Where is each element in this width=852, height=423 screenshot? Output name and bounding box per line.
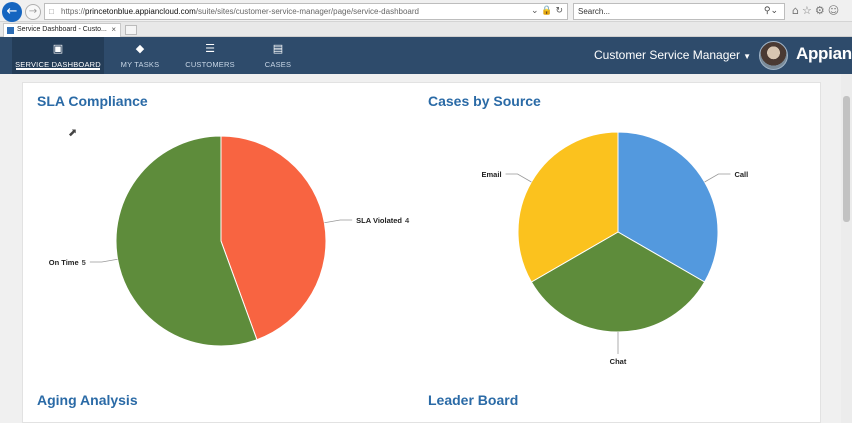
tab-label: MY TASKS	[120, 60, 160, 69]
list-icon: ☰	[205, 42, 215, 55]
sla-compliance-title: SLA Compliance	[37, 93, 148, 109]
pie-label-chat: Chat	[610, 357, 627, 366]
sla-compliance-pie-chart: SLA Violated 4 On Time 5	[49, 135, 410, 347]
appian-logo: Appian	[796, 44, 852, 63]
scrollbar[interactable]	[841, 74, 852, 423]
scrollbar-thumb[interactable]	[843, 96, 850, 222]
tab-title: Service Dashboard - Custo...	[17, 26, 107, 33]
new-tab-button[interactable]	[125, 25, 137, 35]
pie-leader-line	[505, 173, 532, 183]
bar-chart-icon: ▣	[52, 42, 64, 55]
tab-label: CUSTOMERS	[185, 60, 235, 69]
pie-slice-email[interactable]	[517, 131, 619, 283]
tab-label: SERVICE DASHBOARD	[15, 60, 101, 69]
url-controls: ⌄ 🔒 ↻	[531, 4, 563, 19]
forward-button[interactable]: →	[25, 4, 41, 20]
page-icon: □	[49, 7, 54, 16]
leader-board-title: Leader Board	[428, 392, 519, 408]
pie-label-sla-violated: SLA Violated 4	[356, 216, 410, 225]
browser-tab[interactable]: Service Dashboard - Custo... ×	[3, 23, 121, 37]
browser-toolbar: ← → □ https://princetonblue.appiancloud.c…	[0, 0, 852, 22]
browser-tab-strip: Service Dashboard - Custo... ×	[0, 22, 852, 37]
avatar[interactable]	[759, 41, 788, 70]
cases-by-source-pie-chart: Call Chat Email	[482, 131, 748, 366]
url-host: princetonblue.appiancloud.com	[85, 7, 196, 16]
pie-slice-on-time[interactable]	[115, 135, 258, 347]
pie-label-on-time: On Time 5	[49, 258, 86, 267]
tab-my-tasks[interactable]: ◆ MY TASKS	[111, 37, 169, 74]
refresh-icon[interactable]: ↻	[555, 6, 563, 16]
chevron-down-icon: ▼	[743, 52, 751, 61]
pie-label-email: Email	[482, 170, 502, 179]
pie-leader-line	[704, 173, 731, 183]
smiley-icon[interactable]: ☺	[827, 4, 843, 17]
pie-slice-sla-violated[interactable]	[220, 135, 327, 341]
user-menu[interactable]: Customer Service Manager ▼	[594, 48, 751, 62]
url-prefix: https://	[61, 7, 86, 16]
tag-icon: ◆	[135, 42, 145, 55]
browser-icons: ⌂☆⚙☺	[792, 4, 842, 17]
browser-search-input[interactable]: Search... ⚲⌄	[573, 3, 785, 20]
pie-leader-line	[89, 258, 118, 263]
tab-customers[interactable]: ☰ CUSTOMERS	[177, 37, 243, 74]
url-path: /suite/sites/customer-service-manager/pa…	[195, 7, 419, 16]
user-name: Customer Service Manager	[594, 48, 741, 62]
cases-by-source-title: Cases by Source	[428, 93, 541, 109]
app-header: ▣ SERVICE DASHBOARD ◆ MY TASKS ☰ CUSTOME…	[0, 37, 852, 74]
address-bar[interactable]: □ https://princetonblue.appiancloud.com/s…	[44, 3, 568, 20]
pie-leader-line	[324, 219, 353, 224]
search-icon[interactable]: ⚲⌄	[763, 6, 778, 16]
settings-gear-icon[interactable]: ⚙	[814, 4, 828, 17]
aging-analysis-title: Aging Analysis	[37, 392, 138, 408]
tab-service-dashboard[interactable]: ▣ SERVICE DASHBOARD	[12, 37, 104, 74]
back-button[interactable]: ←	[2, 2, 22, 22]
favorites-star-icon[interactable]: ☆	[801, 4, 815, 17]
search-placeholder: Search...	[578, 7, 611, 16]
pie-value-sla-violated: 4	[405, 216, 410, 225]
search-dropdown-icon[interactable]: ⌄	[530, 6, 539, 16]
mouse-cursor-icon: ⬈	[68, 126, 78, 139]
home-icon[interactable]: ⌂	[792, 4, 802, 17]
lock-icon[interactable]: 🔒	[541, 6, 553, 16]
pie-label-call: Call	[734, 170, 748, 179]
tab-label: CASES	[264, 60, 292, 69]
favicon-icon	[7, 27, 14, 34]
tab-close-icon[interactable]: ×	[111, 25, 116, 34]
stack-icon: ▤	[272, 42, 284, 55]
tab-cases[interactable]: ▤ CASES	[252, 37, 304, 74]
pie-value-on-time: 5	[82, 258, 86, 267]
